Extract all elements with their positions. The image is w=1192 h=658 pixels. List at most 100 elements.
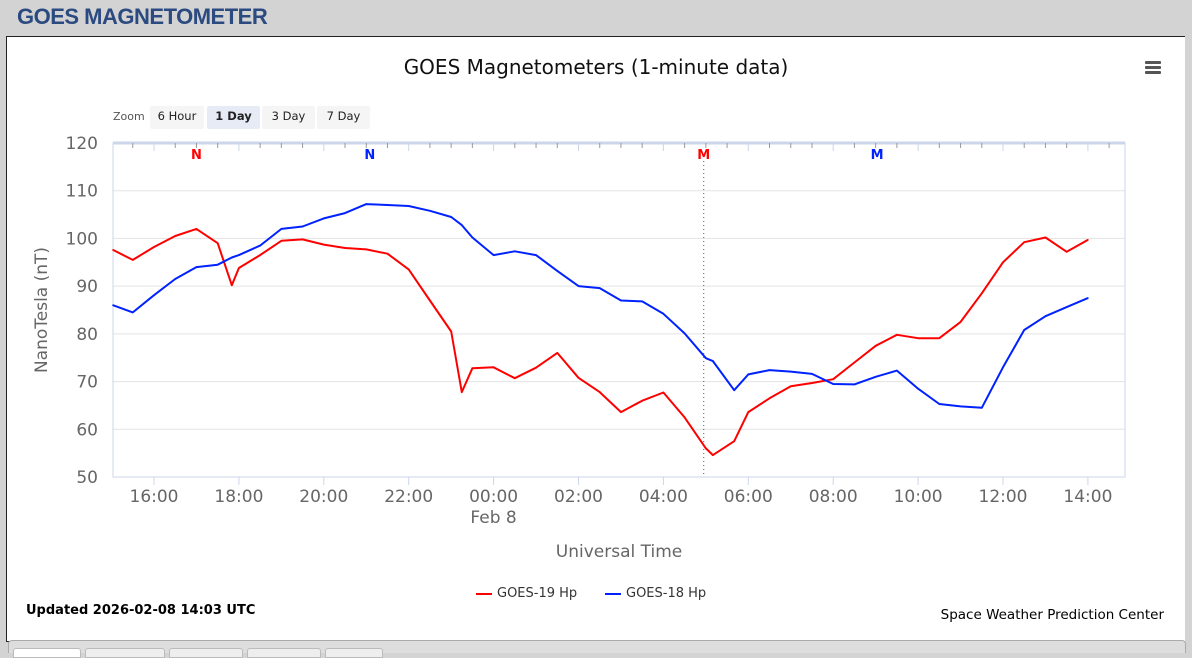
y-tick-label: 60 xyxy=(76,420,98,440)
data-point xyxy=(683,416,686,419)
noon-midnight-marker: N xyxy=(364,148,375,163)
data-point xyxy=(577,285,580,287)
data-point xyxy=(768,397,771,400)
data-point xyxy=(959,405,962,408)
data-point xyxy=(733,389,735,391)
data-point xyxy=(789,385,792,388)
data-point xyxy=(365,203,368,205)
y-tick-label: 120 xyxy=(66,134,98,154)
series-line-goes-19-hp xyxy=(112,227,1089,457)
y-tick-label: 100 xyxy=(66,229,98,249)
data-point xyxy=(231,256,233,259)
data-point xyxy=(641,399,643,402)
x-tick-label: 06:00 xyxy=(724,487,773,507)
x-tick-label: 16:00 xyxy=(130,487,179,507)
data-point xyxy=(1002,261,1004,264)
data-point xyxy=(195,266,198,268)
zoom-3-day-button[interactable]: 3 Day xyxy=(262,106,315,129)
legend-item-goes-19[interactable]: GOES-19 Hp xyxy=(476,586,577,601)
legend-swatch xyxy=(476,592,492,595)
data-point xyxy=(1065,306,1068,308)
data-point xyxy=(131,311,134,314)
x-tick-label: 22:00 xyxy=(384,487,433,507)
data-point xyxy=(112,249,114,251)
data-point xyxy=(556,352,559,354)
data-point xyxy=(301,238,304,241)
x-tick-label: 04:00 xyxy=(639,487,688,507)
y-tick-label: 90 xyxy=(76,277,98,297)
data-point xyxy=(238,267,240,269)
data-point xyxy=(853,383,856,386)
data-point xyxy=(577,376,580,379)
data-point xyxy=(811,382,813,384)
data-point xyxy=(832,383,834,385)
x-tick-label: 18:00 xyxy=(214,487,263,507)
x-tick-label: 02:00 xyxy=(554,487,603,507)
noon-midnight-marker: M xyxy=(871,148,884,163)
data-point xyxy=(535,366,537,369)
data-point xyxy=(323,217,325,220)
data-point xyxy=(620,299,622,302)
data-point xyxy=(386,252,389,255)
data-point xyxy=(195,228,198,230)
y-tick-label: 110 xyxy=(66,182,98,202)
data-point xyxy=(1044,236,1047,239)
data-point xyxy=(598,391,601,393)
x-tick-label: 20:00 xyxy=(299,487,348,507)
data-point xyxy=(938,403,941,405)
noon-midnight-marker: M xyxy=(697,148,710,163)
data-point xyxy=(280,240,283,242)
data-point xyxy=(705,447,707,450)
legend-swatch xyxy=(605,592,621,595)
zoom-6-hour-button[interactable]: 6 Hour xyxy=(150,106,204,129)
data-point xyxy=(492,254,495,256)
legend-label: GOES-18 Hp xyxy=(626,586,707,601)
series-line-goes-18-hp xyxy=(112,203,1089,409)
data-point xyxy=(641,300,643,303)
data-point xyxy=(471,236,474,239)
data-point xyxy=(460,391,463,393)
zoom-label: Zoom xyxy=(113,110,145,123)
data-point xyxy=(980,407,983,409)
legend-label: GOES-19 Hp xyxy=(497,586,578,601)
hamburger-menu-icon[interactable] xyxy=(1145,61,1161,75)
plot-border xyxy=(112,142,1126,478)
data-point xyxy=(811,373,813,375)
data-point xyxy=(556,270,559,272)
data-point xyxy=(1065,250,1068,253)
data-point xyxy=(598,287,601,289)
data-point xyxy=(216,242,219,244)
data-point xyxy=(344,247,346,249)
data-point xyxy=(874,344,877,347)
data-point xyxy=(323,243,325,246)
page-title: GOES MAGNETOMETER xyxy=(17,4,268,29)
data-point xyxy=(407,268,410,271)
data-point xyxy=(1002,366,1004,369)
data-point xyxy=(980,292,983,295)
credit-text: Space Weather Prediction Center xyxy=(940,607,1164,623)
x-tick-label: 10:00 xyxy=(894,487,943,507)
y-tick-label: 70 xyxy=(76,373,98,393)
data-point xyxy=(1023,329,1026,331)
data-point xyxy=(450,330,452,333)
data-point xyxy=(853,361,856,364)
data-point xyxy=(112,304,114,307)
chart-panel xyxy=(6,36,1185,642)
data-point xyxy=(407,205,410,207)
y-tick-label: 50 xyxy=(76,468,98,488)
x-tick-label: 14:00 xyxy=(1063,487,1112,507)
data-point xyxy=(874,376,877,378)
zoom-1-day-button[interactable]: 1 Day xyxy=(207,106,260,129)
data-point xyxy=(535,254,537,256)
data-point xyxy=(662,391,665,394)
y-tick-label: 80 xyxy=(76,325,98,345)
data-point xyxy=(705,357,707,359)
data-point xyxy=(514,250,516,253)
data-point xyxy=(1023,241,1026,244)
legend-item-goes-18[interactable]: GOES-18 Hp xyxy=(605,586,706,601)
data-point xyxy=(1087,239,1089,241)
data-point xyxy=(896,369,898,372)
data-point xyxy=(153,294,155,297)
zoom-7-day-button[interactable]: 7 Day xyxy=(317,106,370,129)
data-point xyxy=(344,212,346,214)
